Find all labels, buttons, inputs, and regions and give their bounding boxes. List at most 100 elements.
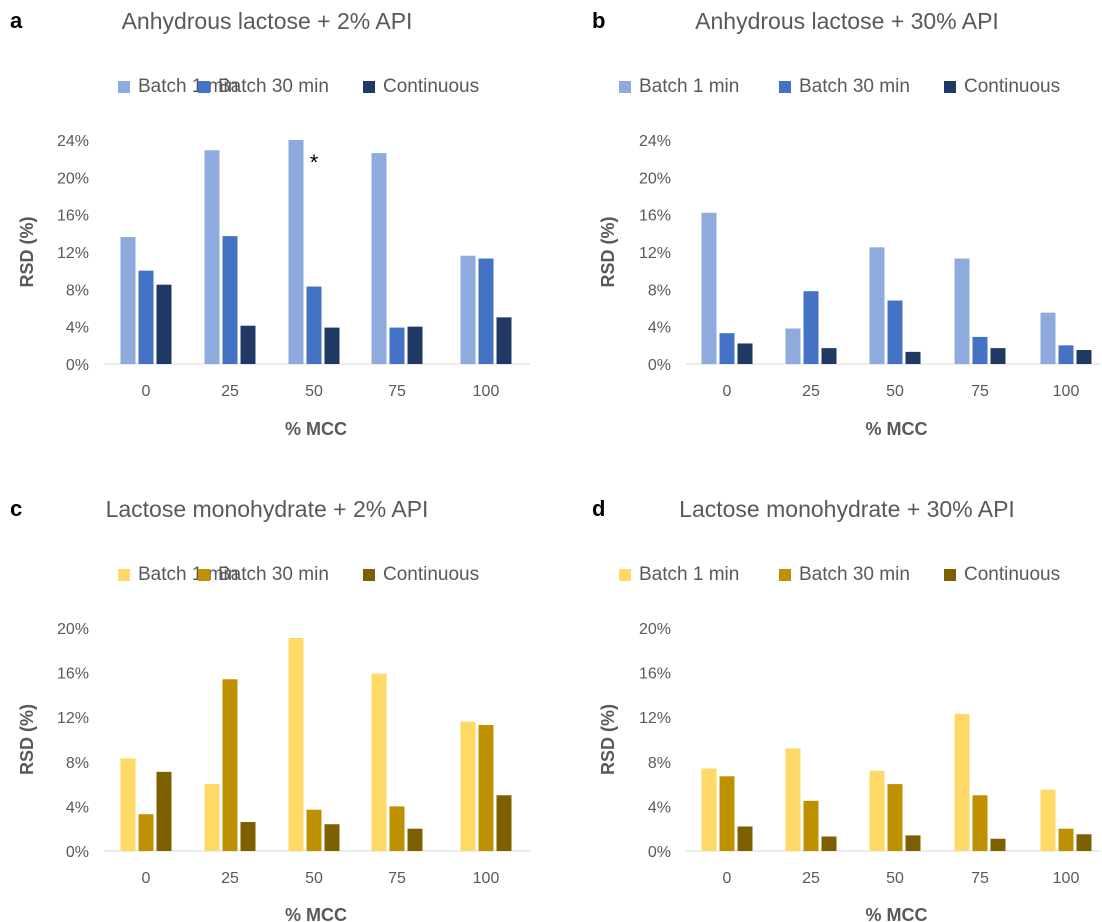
bar <box>719 776 735 851</box>
bar <box>887 784 903 851</box>
legend-label: Continuous <box>964 564 1060 585</box>
legend-swatch <box>944 81 956 93</box>
y-tick-label: 0% <box>648 357 671 374</box>
bar <box>407 326 423 364</box>
panel-label: b <box>592 8 605 33</box>
bar <box>288 638 304 851</box>
annotation-asterisk: * <box>310 150 319 175</box>
y-tick-label: 8% <box>648 282 671 299</box>
y-tick-label: 20% <box>57 170 89 187</box>
y-tick-label: 0% <box>66 357 89 374</box>
x-tick-label: 25 <box>221 383 239 400</box>
x-axis-label: % MCC <box>285 905 347 922</box>
legend-swatch <box>118 81 130 93</box>
bar <box>496 317 512 364</box>
bar <box>371 673 387 851</box>
x-tick-label: 25 <box>221 870 239 887</box>
y-tick-label: 4% <box>648 799 671 816</box>
chart-panel-a: a Anhydrous lactose + 2% API Batch 1 minBa… <box>10 8 530 439</box>
legend-swatch <box>779 81 791 93</box>
x-axis-label: % MCC <box>866 419 928 439</box>
x-tick-label: 100 <box>1053 383 1080 400</box>
bars <box>701 212 1092 364</box>
bar <box>990 348 1006 364</box>
x-tick-label: 0 <box>142 870 151 887</box>
x-tick-label: 75 <box>971 383 989 400</box>
legend-swatch <box>944 569 956 581</box>
bar <box>240 822 256 851</box>
x-tick-label: 0 <box>723 870 732 887</box>
bar <box>204 784 220 851</box>
bar <box>478 258 494 364</box>
x-tick-label: 0 <box>142 383 151 400</box>
bar <box>324 327 340 364</box>
bar <box>990 838 1006 851</box>
legend-swatch <box>363 81 375 93</box>
chart-panel-d: d Lactose monohydrate + 30% API Batch 1 mi… <box>592 496 1100 922</box>
y-tick-label: 0% <box>66 844 89 861</box>
bar <box>887 300 903 364</box>
x-tick-label: 25 <box>802 870 820 887</box>
bars <box>701 713 1092 851</box>
bar <box>905 835 921 851</box>
y-tick-label: 8% <box>66 755 89 772</box>
bars <box>120 638 512 851</box>
legend-label: Batch 30 min <box>799 76 910 97</box>
bar <box>1040 312 1056 364</box>
bar <box>972 336 988 364</box>
bar <box>288 140 304 364</box>
y-tick-label: 4% <box>66 320 89 337</box>
bar <box>1076 350 1092 364</box>
bar <box>1040 789 1056 851</box>
bar <box>371 153 387 364</box>
legend-label: Batch 1 min <box>639 76 739 97</box>
chart-title: Anhydrous lactose + 30% API <box>695 8 999 34</box>
chart-title: Lactose monohydrate + 30% API <box>679 496 1015 522</box>
y-tick-label: 4% <box>648 320 671 337</box>
bar <box>222 236 238 364</box>
chart-panel-c: c Lactose monohydrate + 2% API Batch 1 min… <box>10 496 530 922</box>
y-tick-label: 24% <box>639 133 671 150</box>
bar <box>460 721 476 851</box>
legend-swatch <box>619 569 631 581</box>
bar <box>240 325 256 364</box>
bar <box>821 348 837 364</box>
bar <box>954 713 970 851</box>
bar <box>138 814 154 851</box>
bar <box>460 255 476 364</box>
panel-label: c <box>10 496 22 521</box>
bar <box>1076 834 1092 851</box>
bar <box>701 768 717 851</box>
bar <box>407 828 423 851</box>
bar <box>954 258 970 364</box>
legend-swatch <box>198 81 210 93</box>
legend-label: Continuous <box>383 564 479 585</box>
y-tick-label: 16% <box>639 208 671 225</box>
x-tick-label: 75 <box>971 870 989 887</box>
legend-label: Continuous <box>964 76 1060 97</box>
bar <box>1058 828 1074 851</box>
bar <box>389 806 405 851</box>
bar <box>821 836 837 851</box>
y-tick-label: 16% <box>639 666 671 683</box>
bar <box>156 771 172 851</box>
y-tick-label: 12% <box>57 710 89 727</box>
x-tick-label: 50 <box>886 870 904 887</box>
bar <box>737 826 753 851</box>
bar <box>1058 345 1074 364</box>
x-axis-label: % MCC <box>866 905 928 922</box>
y-tick-label: 12% <box>57 245 89 262</box>
x-tick-label: 100 <box>473 870 500 887</box>
x-tick-label: 50 <box>305 383 323 400</box>
bar <box>306 809 322 851</box>
bar <box>120 758 136 851</box>
y-tick-label: 20% <box>57 621 89 638</box>
y-tick-label: 0% <box>648 844 671 861</box>
x-tick-label: 0 <box>723 383 732 400</box>
bar <box>785 748 801 851</box>
bar <box>389 327 405 364</box>
y-tick-label: 16% <box>57 666 89 683</box>
y-tick-label: 12% <box>639 710 671 727</box>
